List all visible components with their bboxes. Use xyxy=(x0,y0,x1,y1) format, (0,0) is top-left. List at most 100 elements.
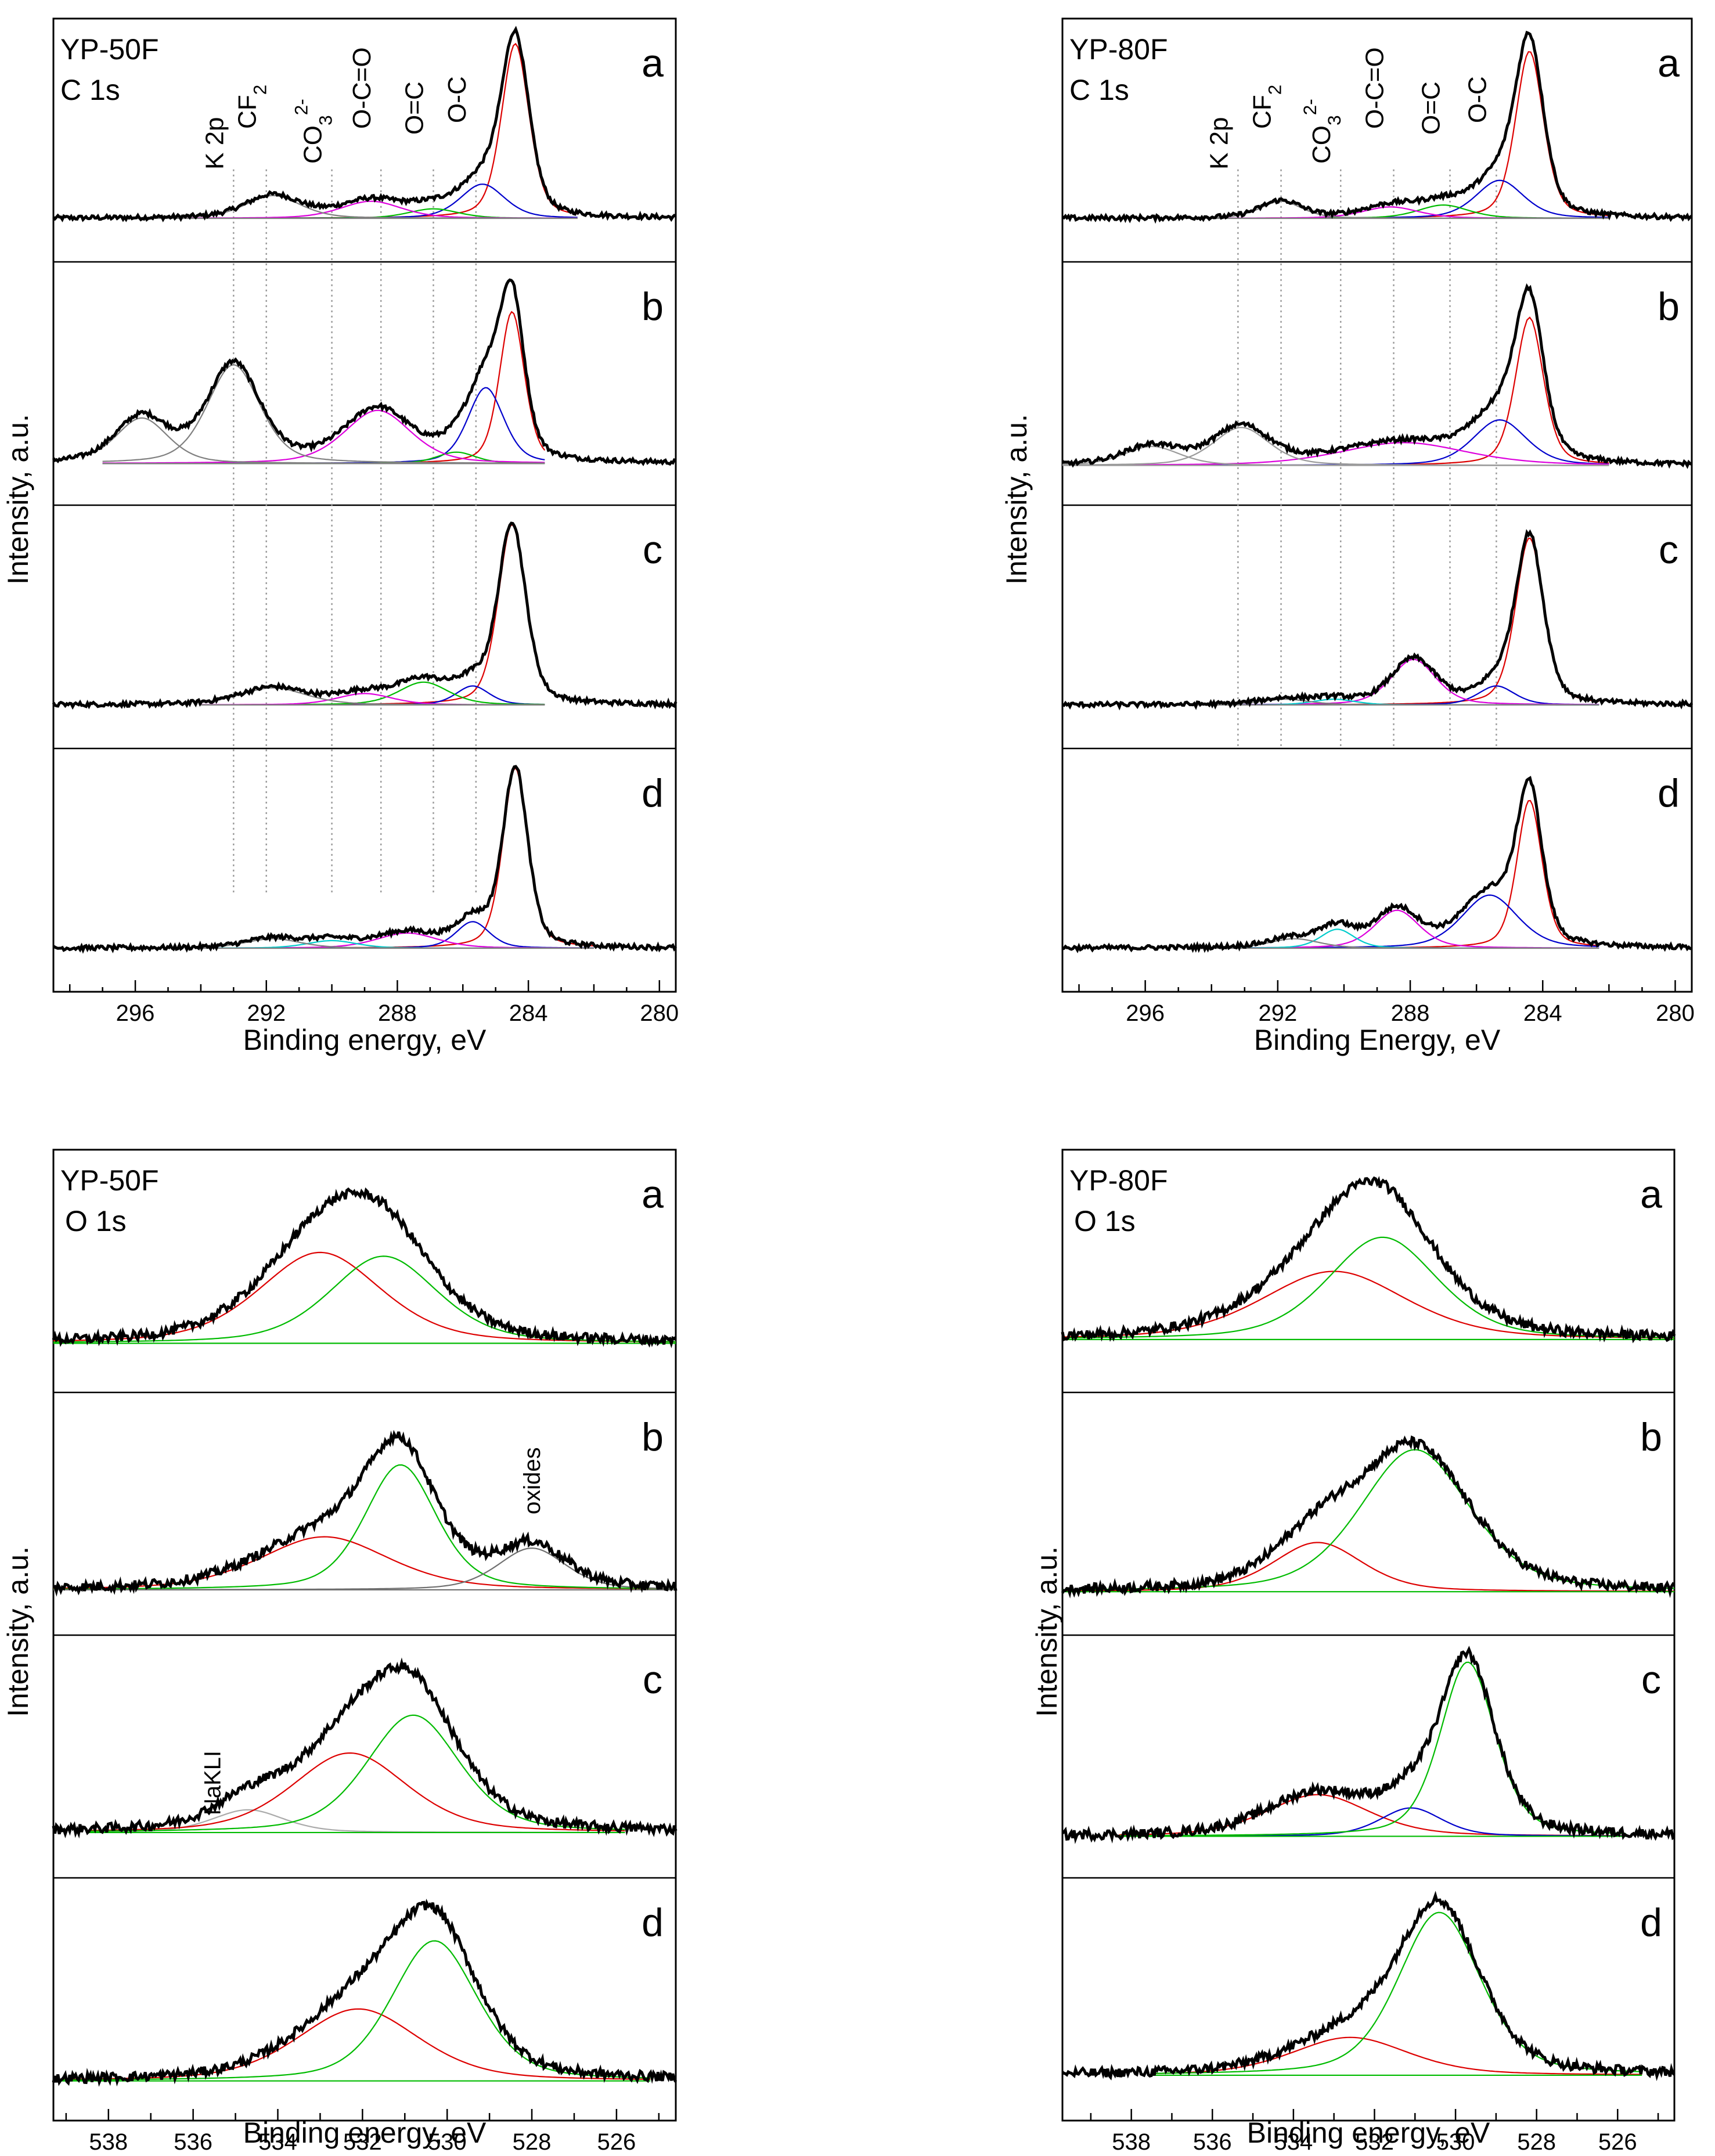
sample-label: YP-50F xyxy=(60,33,159,66)
x-axis-label: Binding energy, eV xyxy=(243,2117,487,2149)
peak-label: CF2 xyxy=(1248,85,1285,129)
x-axis-label: Binding Energy, eV xyxy=(1254,1024,1501,1056)
subpanel-letter: d xyxy=(642,771,664,815)
peak-label-text: O=C xyxy=(1417,81,1446,135)
chart-p3: 538 536 534 532 530 528 526 Binding energy, eV I… xyxy=(2,1149,678,2155)
subpanel-b: b xyxy=(53,1415,678,1597)
experimental-spectrum xyxy=(1061,1176,1676,1344)
peak-label: K 2p xyxy=(200,117,229,170)
subpanel-d: d xyxy=(52,765,678,954)
peak-label-text: K 2p xyxy=(1205,117,1233,170)
x-tick-label: 280 xyxy=(1656,1000,1695,1026)
x-tick-label: 528 xyxy=(513,2129,552,2155)
x-tick-label: 528 xyxy=(1517,2129,1556,2155)
component-c-o xyxy=(53,1940,651,2081)
annotation-text: oxides xyxy=(520,1447,545,1514)
sample-label: YP-80F xyxy=(1069,33,1168,66)
y-axis-label: Intensity, a.u. xyxy=(2,414,34,585)
experimental-spectrum xyxy=(52,1657,678,1839)
x-tick-label: 296 xyxy=(1126,1000,1165,1026)
component-c-o xyxy=(53,1255,676,1343)
x-tick-label: 538 xyxy=(1112,2129,1151,2155)
y-axis-label-group: Intensity, a.u. xyxy=(2,414,34,585)
experimental-spectrum xyxy=(52,521,678,710)
component-c-o xyxy=(87,1714,625,1832)
subpanel-a: a xyxy=(1061,1172,1676,1344)
component-o-c-o xyxy=(1195,658,1599,706)
region-label: O 1s xyxy=(65,1205,127,1237)
sample-label: YP-80F xyxy=(1069,1164,1168,1197)
y-axis-label-group: Intensity, a.u. xyxy=(2,1546,34,1717)
peak-label: O-C=O xyxy=(348,47,376,129)
component-c-o xyxy=(87,1752,625,1831)
subpanel-a: a xyxy=(1061,30,1693,224)
peak-label: O=C xyxy=(400,81,428,135)
subpanel-b: b xyxy=(52,278,677,466)
subpanel-letter: c xyxy=(1641,1658,1661,1702)
component-o-c xyxy=(1062,419,1609,466)
peak-label-text: K 2p xyxy=(200,117,229,170)
peak-label: CO32- xyxy=(1299,99,1345,164)
x-axis-label: Binding energy, eV xyxy=(1247,2117,1490,2149)
x-tick-label: 530 xyxy=(1436,2129,1475,2155)
region-label: C 1s xyxy=(1069,74,1129,106)
x-tick-label: 292 xyxy=(1258,1000,1297,1026)
peak-label-text: O-C xyxy=(1463,76,1491,123)
subpanel-letter: a xyxy=(642,1172,664,1216)
peak-label: O-C xyxy=(443,76,471,123)
peak-label-text: CF2 xyxy=(233,85,271,129)
component-c-c xyxy=(1062,316,1609,466)
peak-label-text: O=C xyxy=(400,81,428,135)
component-c-o xyxy=(1119,1661,1626,1837)
subpanel-letter: d xyxy=(642,1901,664,1945)
experimental-spectrum xyxy=(1061,283,1692,469)
experimental-spectrum xyxy=(52,765,678,954)
subpanel-letter: b xyxy=(642,1415,664,1459)
experimental-spectrum xyxy=(1061,30,1693,224)
annotation-label: NaKLI xyxy=(200,1751,225,1815)
experimental-spectrum xyxy=(52,26,676,222)
sample-label: YP-50F xyxy=(60,1164,159,1197)
subpanel-letter: d xyxy=(1640,1901,1662,1945)
experimental-spectrum xyxy=(1062,776,1692,953)
subpanel-letter: a xyxy=(1640,1172,1662,1216)
component-o-c-o xyxy=(102,409,545,464)
subpanel-letter: d xyxy=(1658,771,1680,815)
subpanel-letter: a xyxy=(642,41,664,85)
subpanel-letter: b xyxy=(642,285,664,329)
subpanel-c: c xyxy=(52,1657,678,1839)
peak-label: O-C xyxy=(1463,76,1491,123)
peak-label: K 2p xyxy=(1205,117,1233,170)
component-c-o xyxy=(1062,1236,1675,1339)
x-tick-label: 292 xyxy=(247,1000,286,1026)
x-axis-label: Binding energy, eV xyxy=(243,1024,487,1056)
peak-label-text: CO32- xyxy=(1299,99,1345,164)
subpanel-letter: c xyxy=(643,1658,662,1702)
subpanel-c: c xyxy=(1062,528,1694,711)
experimental-spectrum xyxy=(1061,1891,1676,2081)
x-tick-label: 296 xyxy=(116,1000,155,1026)
x-tick-label: 280 xyxy=(640,1000,679,1026)
experimental-spectrum xyxy=(52,1898,678,2087)
subpanel-a: a xyxy=(52,1172,677,1348)
chart-p2: 296 292 288 284 280 Binding Energy, eV Intensi… xyxy=(1000,17,1695,1056)
x-tick-label: 526 xyxy=(1598,2129,1637,2155)
experimental-spectrum xyxy=(52,1187,677,1348)
subpanel-b: b xyxy=(1061,1415,1676,1599)
x-tick-label: 538 xyxy=(89,2129,128,2155)
subpanel-b: b xyxy=(1061,283,1692,469)
subpanel-d: d xyxy=(1061,1891,1676,2081)
subpanel-letter: b xyxy=(1640,1415,1662,1459)
subpanel-a: a xyxy=(52,26,676,222)
x-tick-label: 536 xyxy=(174,2129,212,2155)
y-axis-label: Intensity, a.u. xyxy=(1000,414,1033,585)
y-axis-label-group: Intensity, a.u. xyxy=(1000,414,1033,585)
peak-label-text: CO32- xyxy=(290,99,336,164)
x-tick-label: 530 xyxy=(428,2129,467,2155)
x-tick-label: 536 xyxy=(1193,2129,1232,2155)
component-c-o xyxy=(53,1464,676,1590)
y-axis-label: Intensity, a.u. xyxy=(2,1546,34,1717)
x-tick-label: 532 xyxy=(1355,2129,1394,2155)
x-tick-label: 526 xyxy=(597,2129,636,2155)
experimental-spectrum xyxy=(53,1430,678,1597)
